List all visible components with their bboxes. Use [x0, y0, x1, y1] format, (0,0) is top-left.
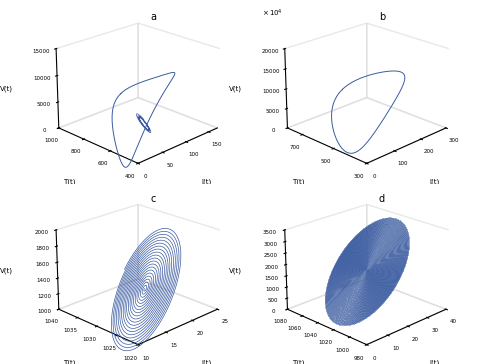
Title: a: a — [150, 12, 156, 23]
X-axis label: I(t): I(t) — [201, 360, 211, 364]
X-axis label: I(t): I(t) — [430, 360, 440, 364]
Title: d: d — [379, 194, 385, 204]
Title: b: b — [379, 12, 385, 23]
Y-axis label: T(t): T(t) — [64, 178, 76, 185]
X-axis label: I(t): I(t) — [430, 178, 440, 185]
Y-axis label: T(t): T(t) — [64, 360, 76, 364]
X-axis label: I(t): I(t) — [201, 178, 211, 185]
Y-axis label: T(t): T(t) — [292, 360, 304, 364]
Title: c: c — [150, 194, 156, 204]
Y-axis label: T(t): T(t) — [292, 178, 304, 185]
Text: $\times\,10^4$: $\times\,10^4$ — [262, 8, 282, 19]
